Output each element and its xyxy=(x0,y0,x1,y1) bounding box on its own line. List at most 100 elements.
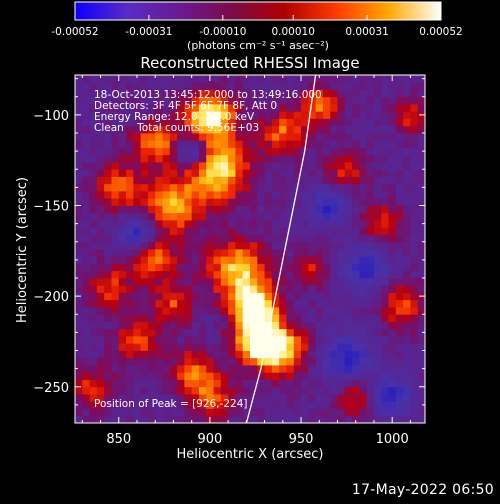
heatmap-cell xyxy=(337,270,346,279)
heatmap-cell xyxy=(220,183,229,192)
heatmap-cell xyxy=(315,183,324,192)
heatmap-cell xyxy=(75,256,83,264)
plot-frame xyxy=(74,74,426,424)
colorbar-tick-label: 0.00031 xyxy=(345,26,388,38)
heatmap-cell xyxy=(330,328,338,337)
heatmap-cell xyxy=(410,234,419,243)
heatmap-cell xyxy=(213,111,222,119)
heatmap-cell xyxy=(213,75,222,83)
heatmap-cell xyxy=(257,314,265,322)
heatmap-cell xyxy=(177,292,185,301)
heatmap-cell xyxy=(242,394,251,402)
heatmap-cell xyxy=(118,328,127,337)
heatmap-cell xyxy=(191,191,200,199)
heatmap-cell xyxy=(184,147,193,156)
heatmap-cell xyxy=(198,169,207,177)
heatmap-cell xyxy=(359,350,368,359)
heatmap-cell xyxy=(373,147,382,156)
heatmap-cell xyxy=(330,89,338,98)
heatmap-cell xyxy=(198,379,207,388)
heatmap-cell xyxy=(403,408,411,417)
heatmap-cell xyxy=(352,220,360,228)
heatmap-cell xyxy=(286,292,295,301)
heatmap-cell xyxy=(75,140,83,148)
heatmap-cell xyxy=(118,386,127,395)
heatmap-cell xyxy=(388,111,397,119)
heatmap-cell xyxy=(177,270,185,279)
heatmap-cell xyxy=(213,234,222,243)
heatmap-cell xyxy=(126,401,134,409)
heatmap-cell xyxy=(293,278,302,286)
heatmap-cell xyxy=(279,183,287,192)
heatmap-cell xyxy=(96,176,105,185)
heatmap-cell xyxy=(177,169,185,177)
heatmap-cell xyxy=(293,350,302,359)
heatmap-cell xyxy=(388,176,397,185)
heatmap-cell xyxy=(395,278,404,286)
heatmap-cell xyxy=(133,314,142,322)
heatmap-cell xyxy=(206,379,214,388)
heatmap-cell xyxy=(169,220,178,228)
heatmap-cell xyxy=(206,111,214,119)
heatmap-cell xyxy=(359,263,368,272)
heatmap-cell xyxy=(301,314,309,322)
heatmap-cell xyxy=(417,343,425,351)
heatmap-cell xyxy=(162,307,171,315)
heatmap-cell xyxy=(373,292,382,301)
heatmap-cell xyxy=(250,125,258,134)
heatmap-cell xyxy=(410,263,419,272)
heatmap-cell xyxy=(271,212,280,221)
heatmap-cell xyxy=(366,82,375,90)
heatmap-cell xyxy=(308,401,317,409)
heatmap-cell xyxy=(315,82,324,90)
heatmap-cell xyxy=(352,176,360,185)
heatmap-cell xyxy=(82,408,90,417)
heatmap-cell xyxy=(82,212,90,221)
heatmap-cell xyxy=(235,220,244,228)
heatmap-cell xyxy=(155,263,163,272)
heatmap-cell xyxy=(133,292,142,301)
heatmap-cell xyxy=(388,104,397,112)
heatmap-cell xyxy=(118,169,127,177)
heatmap-cell xyxy=(220,314,229,322)
heatmap-cell xyxy=(96,183,105,192)
heatmap-cell xyxy=(337,343,346,351)
heatmap-cell xyxy=(213,321,222,330)
heatmap-cell xyxy=(373,220,382,228)
heatmap-cell xyxy=(366,183,375,192)
heatmap-cell xyxy=(286,212,295,221)
heatmap-cell xyxy=(96,408,105,417)
heatmap-cell xyxy=(169,162,178,170)
heatmap-cell xyxy=(155,270,163,279)
heatmap-cell xyxy=(213,314,222,322)
heatmap-cell xyxy=(198,162,207,170)
heatmap-cell xyxy=(410,314,419,322)
heatmap-cell xyxy=(147,234,156,243)
heatmap-cell xyxy=(301,212,309,221)
heatmap-cell xyxy=(359,270,368,279)
heatmap-cell xyxy=(293,176,302,185)
heatmap-cell xyxy=(344,379,353,388)
heatmap-cell xyxy=(395,111,404,119)
heatmap-cell xyxy=(111,365,120,373)
heatmap-cell xyxy=(177,125,185,134)
heatmap-cell xyxy=(104,212,112,221)
heatmap-cell xyxy=(330,365,338,373)
heatmap-cell xyxy=(82,118,90,127)
heatmap-cell xyxy=(279,336,287,344)
heatmap-cell xyxy=(271,379,280,388)
heatmap-cell xyxy=(395,336,404,344)
heatmap-cell xyxy=(352,321,360,330)
heatmap-cell xyxy=(89,176,98,185)
heatmap-cell xyxy=(169,118,178,127)
heatmap-cell xyxy=(111,249,120,257)
heatmap-cell xyxy=(403,314,411,322)
heatmap-cell xyxy=(308,292,317,301)
heatmap-cell xyxy=(75,147,83,156)
heatmap-cell xyxy=(184,350,193,359)
heatmap-cell xyxy=(75,365,83,373)
heatmap-cell xyxy=(111,357,120,366)
heatmap-cell xyxy=(133,365,142,373)
heatmap-cell xyxy=(155,104,163,112)
heatmap-cell xyxy=(220,386,229,395)
